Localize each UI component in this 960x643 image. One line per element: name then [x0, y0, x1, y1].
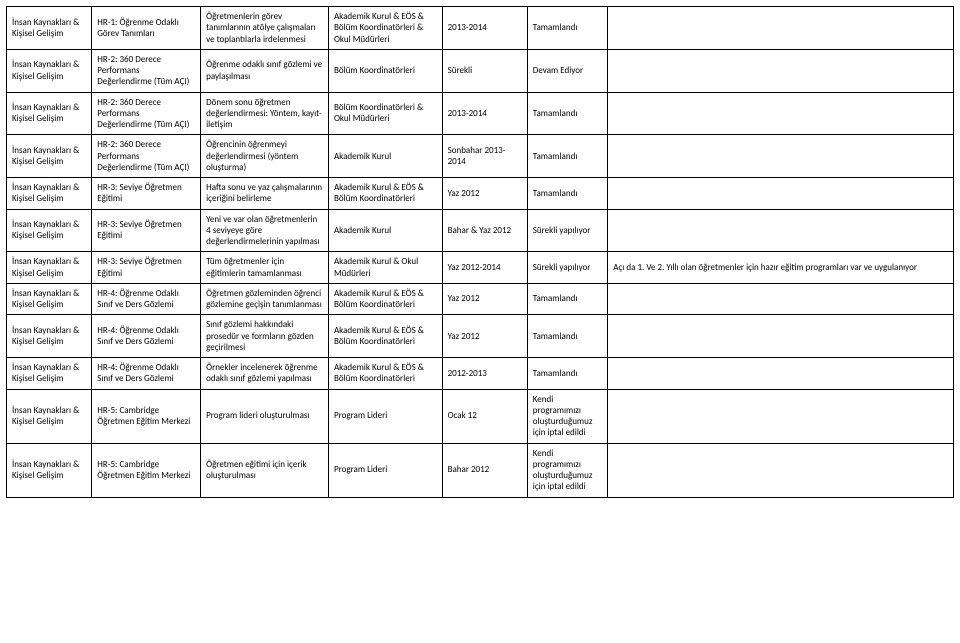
data-table: İnsan Kaynakları & Kişisel GelişimHR-1: … — [6, 6, 954, 498]
cell-c6: Kendi programımızı oluşturduğumuz için i… — [527, 389, 607, 443]
cell-c5: Yaz 2012 — [442, 178, 527, 210]
table-row: İnsan Kaynakları & Kişisel GelişimHR-4: … — [7, 315, 954, 358]
cell-c3: Dönem sonu öğretmen değerlendirmesi: Yön… — [201, 92, 329, 135]
cell-c4: Bölüm Koordinatörleri & Okul Müdürleri — [328, 92, 442, 135]
cell-c7 — [608, 135, 954, 178]
table-row: İnsan Kaynakları & Kişisel GelişimHR-4: … — [7, 358, 954, 390]
cell-c1: İnsan Kaynakları & Kişisel Gelişim — [7, 49, 92, 92]
cell-c4: Akademik Kurul & EÖS & Bölüm Koordinatör… — [328, 283, 442, 315]
table-row: İnsan Kaynakları & Kişisel GelişimHR-4: … — [7, 283, 954, 315]
cell-c3: Öğrencinin öğrenmeyi değerlendirmesi (yö… — [201, 135, 329, 178]
table-row: İnsan Kaynakları & Kişisel GelişimHR-3: … — [7, 178, 954, 210]
cell-c4: Akademik Kurul & EÖS & Bölüm Koordinatör… — [328, 358, 442, 390]
cell-c3: Yeni ve var olan öğretmenlerin 4 seviyey… — [201, 209, 329, 252]
cell-c1: İnsan Kaynakları & Kişisel Gelişim — [7, 358, 92, 390]
cell-c3: Öğretmenlerin görev tanımlarının atölye … — [201, 7, 329, 50]
cell-c3: Sınıf gözlemi hakkındaki prosedür ve for… — [201, 315, 329, 358]
cell-c5: Sürekli — [442, 49, 527, 92]
cell-c6: Tamamlandı — [527, 283, 607, 315]
cell-c5: Ocak 12 — [442, 389, 527, 443]
cell-c7 — [608, 7, 954, 50]
cell-c4: Akademik Kurul & EÖS & Bölüm Koordinatör… — [328, 178, 442, 210]
cell-c2: HR-2: 360 Derece Performans Değerlendirm… — [92, 49, 201, 92]
cell-c2: HR-4: Öğrenme Odaklı Sınıf ve Ders Gözle… — [92, 358, 201, 390]
cell-c7 — [608, 49, 954, 92]
cell-c3: Örnekler incelenerek öğrenme odaklı sını… — [201, 358, 329, 390]
cell-c7 — [608, 178, 954, 210]
cell-c7 — [608, 209, 954, 252]
cell-c6: Tamamlandı — [527, 358, 607, 390]
cell-c2: HR-5: Cambridge Öğretmen Eğitim Merkezi — [92, 389, 201, 443]
cell-c1: İnsan Kaynakları & Kişisel Gelişim — [7, 443, 92, 497]
cell-c2: HR-4: Öğrenme Odaklı Sınıf ve Ders Gözle… — [92, 315, 201, 358]
cell-c6: Sürekli yapılıyor — [527, 209, 607, 252]
cell-c6: Sürekli yapılıyor — [527, 252, 607, 284]
cell-c1: İnsan Kaynakları & Kişisel Gelişim — [7, 283, 92, 315]
cell-c3: Öğretmen eğitimi için içerik oluşturulma… — [201, 443, 329, 497]
cell-c1: İnsan Kaynakları & Kişisel Gelişim — [7, 389, 92, 443]
cell-c4: Bölüm Koordinatörleri — [328, 49, 442, 92]
cell-c6: Tamamlandı — [527, 7, 607, 50]
cell-c4: Program Lideri — [328, 389, 442, 443]
cell-c1: İnsan Kaynakları & Kişisel Gelişim — [7, 315, 92, 358]
cell-c3: Hafta sonu ve yaz çalışmalarının içeriği… — [201, 178, 329, 210]
cell-c6: Tamamlandı — [527, 178, 607, 210]
table-row: İnsan Kaynakları & Kişisel GelişimHR-5: … — [7, 389, 954, 443]
cell-c5: 2012-2013 — [442, 358, 527, 390]
cell-c7 — [608, 315, 954, 358]
cell-c4: Program Lideri — [328, 443, 442, 497]
cell-c2: HR-3: Seviye Öğretmen Eğitimi — [92, 252, 201, 284]
cell-c7: Açı da 1. Ve 2. Yıllı olan öğretmenler i… — [608, 252, 954, 284]
cell-c2: HR-4: Öğrenme Odaklı Sınıf ve Ders Gözle… — [92, 283, 201, 315]
table-row: İnsan Kaynakları & Kişisel GelişimHR-1: … — [7, 7, 954, 50]
cell-c2: HR-3: Seviye Öğretmen Eğitimi — [92, 209, 201, 252]
cell-c6: Devam Ediyor — [527, 49, 607, 92]
cell-c5: 2013-2014 — [442, 7, 527, 50]
cell-c5: Yaz 2012-2014 — [442, 252, 527, 284]
cell-c5: Sonbahar 2013-2014 — [442, 135, 527, 178]
table-row: İnsan Kaynakları & Kişisel GelişimHR-2: … — [7, 92, 954, 135]
cell-c5: Bahar 2012 — [442, 443, 527, 497]
cell-c2: HR-5: Cambridge Öğretmen Eğitim Merkezi — [92, 443, 201, 497]
cell-c3: Tüm öğretmenler için eğitimlerin tamamla… — [201, 252, 329, 284]
cell-c2: HR-2: 360 Derece Performans Değerlendirm… — [92, 135, 201, 178]
cell-c5: Yaz 2012 — [442, 315, 527, 358]
cell-c7 — [608, 283, 954, 315]
cell-c5: 2013-2014 — [442, 92, 527, 135]
cell-c1: İnsan Kaynakları & Kişisel Gelişim — [7, 92, 92, 135]
cell-c6: Tamamlandı — [527, 315, 607, 358]
cell-c4: Akademik Kurul & EÖS & Bölüm Koordinatör… — [328, 315, 442, 358]
cell-c1: İnsan Kaynakları & Kişisel Gelişim — [7, 7, 92, 50]
cell-c2: HR-2: 360 Derece Performans Değerlendirm… — [92, 92, 201, 135]
cell-c7 — [608, 443, 954, 497]
cell-c1: İnsan Kaynakları & Kişisel Gelişim — [7, 209, 92, 252]
cell-c4: Akademik Kurul & Okul Müdürleri — [328, 252, 442, 284]
table-row: İnsan Kaynakları & Kişisel GelişimHR-3: … — [7, 209, 954, 252]
cell-c4: Akademik Kurul — [328, 209, 442, 252]
table-row: İnsan Kaynakları & Kişisel GelişimHR-3: … — [7, 252, 954, 284]
cell-c4: Akademik Kurul & EÖS & Bölüm Koordinatör… — [328, 7, 442, 50]
cell-c3: Öğrenme odaklı sınıf gözlemi ve paylaşıl… — [201, 49, 329, 92]
cell-c5: Yaz 2012 — [442, 283, 527, 315]
cell-c3: Öğretmen gözleminden öğrenci gözlemine g… — [201, 283, 329, 315]
cell-c4: Akademik Kurul — [328, 135, 442, 178]
cell-c2: HR-1: Öğrenme Odaklı Görev Tanımları — [92, 7, 201, 50]
cell-c3: Program lideri oluşturulması — [201, 389, 329, 443]
cell-c7 — [608, 389, 954, 443]
table-row: İnsan Kaynakları & Kişisel GelişimHR-2: … — [7, 135, 954, 178]
cell-c1: İnsan Kaynakları & Kişisel Gelişim — [7, 135, 92, 178]
cell-c6: Tamamlandı — [527, 135, 607, 178]
cell-c7 — [608, 358, 954, 390]
cell-c7 — [608, 92, 954, 135]
cell-c1: İnsan Kaynakları & Kişisel Gelişim — [7, 178, 92, 210]
cell-c6: Kendi programımızı oluşturduğumuz için i… — [527, 443, 607, 497]
table-row: İnsan Kaynakları & Kişisel GelişimHR-5: … — [7, 443, 954, 497]
cell-c5: Bahar & Yaz 2012 — [442, 209, 527, 252]
table-row: İnsan Kaynakları & Kişisel GelişimHR-2: … — [7, 49, 954, 92]
cell-c2: HR-3: Seviye Öğretmen Eğitimi — [92, 178, 201, 210]
cell-c6: Tamamlandı — [527, 92, 607, 135]
cell-c1: İnsan Kaynakları & Kişisel Gelişim — [7, 252, 92, 284]
